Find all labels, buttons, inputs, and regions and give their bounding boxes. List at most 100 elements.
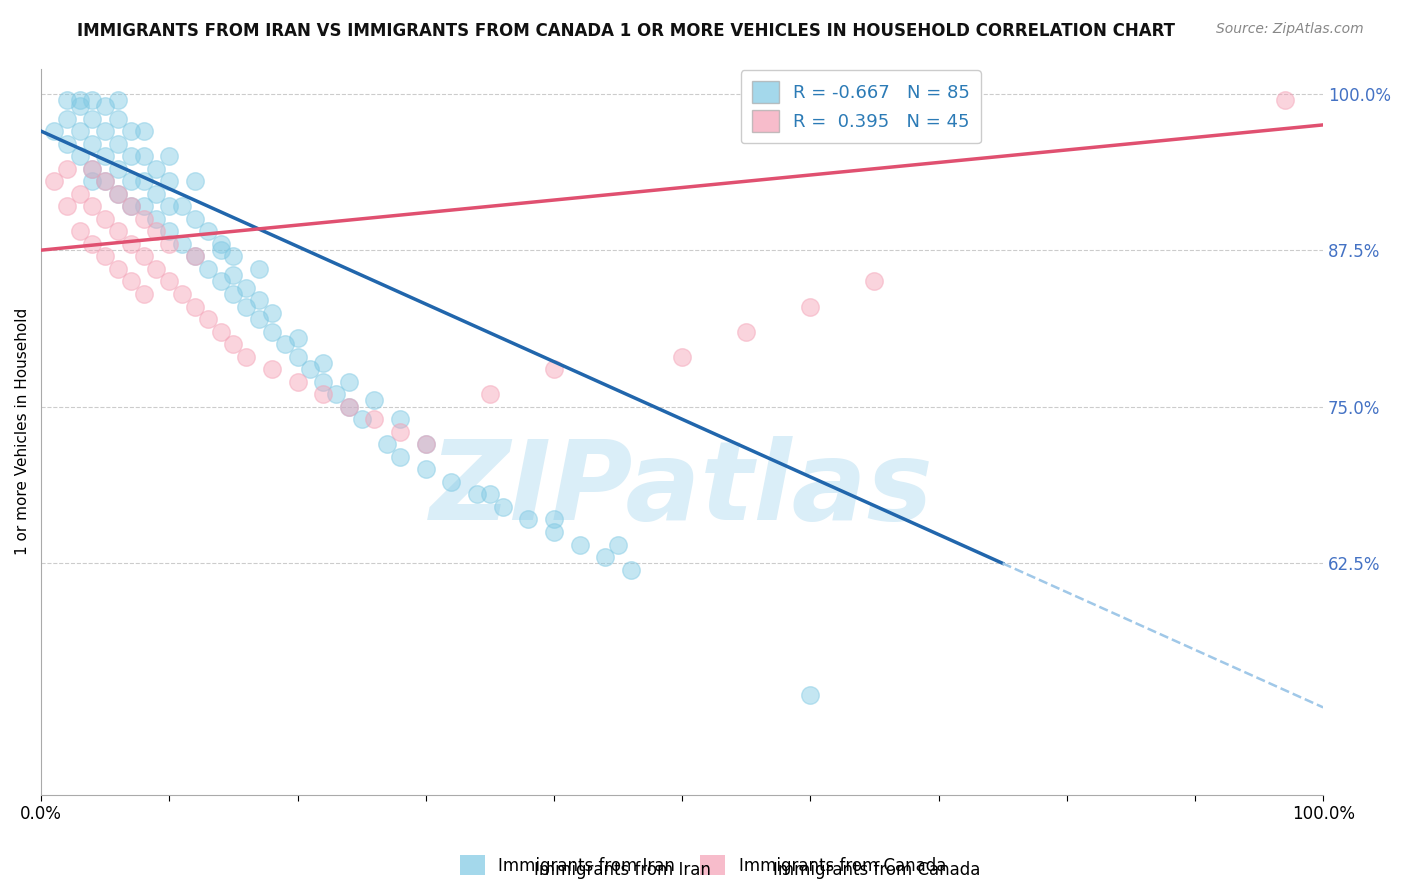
Point <box>82 236 104 251</box>
Point <box>197 262 219 277</box>
Text: Source: ZipAtlas.com: Source: ZipAtlas.com <box>1216 22 1364 37</box>
Point <box>132 174 155 188</box>
Point <box>235 281 257 295</box>
Point <box>363 412 385 426</box>
Point <box>157 174 180 188</box>
Point <box>799 300 821 314</box>
Point <box>389 450 412 464</box>
Point <box>69 93 91 107</box>
Point <box>82 199 104 213</box>
Point <box>157 236 180 251</box>
Point <box>184 174 207 188</box>
Point <box>120 174 142 188</box>
Point <box>82 112 104 126</box>
Point <box>94 249 117 263</box>
Point <box>209 236 232 251</box>
Point <box>247 293 270 308</box>
Point <box>620 563 643 577</box>
Point <box>197 224 219 238</box>
Point <box>172 287 194 301</box>
Point <box>82 174 104 188</box>
Point <box>235 300 257 314</box>
Point <box>440 475 463 489</box>
Point <box>363 393 385 408</box>
Point <box>55 199 77 213</box>
Legend: Immigrants from Iran, Immigrants from Canada: Immigrants from Iran, Immigrants from Ca… <box>453 848 953 882</box>
Point <box>157 224 180 238</box>
Point <box>120 199 142 213</box>
Point <box>415 437 437 451</box>
Point <box>82 161 104 176</box>
Point <box>312 375 335 389</box>
Point <box>145 161 167 176</box>
Point <box>593 550 616 565</box>
Point <box>82 93 104 107</box>
Point <box>157 199 180 213</box>
Point <box>94 124 117 138</box>
Point <box>107 186 129 201</box>
Point <box>132 199 155 213</box>
Point <box>299 362 322 376</box>
Point <box>107 112 129 126</box>
Point <box>337 375 360 389</box>
Point <box>69 124 91 138</box>
Point <box>222 337 245 351</box>
Point <box>55 136 77 151</box>
Point <box>863 275 886 289</box>
Point <box>568 537 591 551</box>
Point <box>107 186 129 201</box>
Point <box>389 425 412 439</box>
Point <box>184 249 207 263</box>
Point <box>543 362 565 376</box>
Point <box>69 149 91 163</box>
Point <box>107 262 129 277</box>
Point <box>55 112 77 126</box>
Point <box>94 174 117 188</box>
Point <box>607 537 630 551</box>
Point <box>415 462 437 476</box>
Point <box>478 487 501 501</box>
Point <box>375 437 398 451</box>
Point <box>120 275 142 289</box>
Point <box>107 224 129 238</box>
Point <box>247 312 270 326</box>
Point <box>145 211 167 226</box>
Point <box>107 161 129 176</box>
Point <box>132 287 155 301</box>
Point <box>94 99 117 113</box>
Point <box>491 500 513 514</box>
Point <box>222 249 245 263</box>
Point <box>132 149 155 163</box>
Legend: R = -0.667   N = 85, R =  0.395   N = 45: R = -0.667 N = 85, R = 0.395 N = 45 <box>741 70 981 144</box>
Point <box>172 236 194 251</box>
Point <box>287 350 309 364</box>
Point <box>184 300 207 314</box>
Point <box>247 262 270 277</box>
Point <box>55 93 77 107</box>
Point <box>157 149 180 163</box>
Point <box>260 306 283 320</box>
Point <box>389 412 412 426</box>
Point <box>132 211 155 226</box>
Point <box>120 124 142 138</box>
Point <box>184 249 207 263</box>
Point <box>42 124 65 138</box>
Point <box>260 325 283 339</box>
Point <box>325 387 347 401</box>
Point <box>222 268 245 283</box>
Point <box>478 387 501 401</box>
Point <box>145 224 167 238</box>
Point <box>145 262 167 277</box>
Point <box>157 275 180 289</box>
Y-axis label: 1 or more Vehicles in Household: 1 or more Vehicles in Household <box>15 308 30 556</box>
Point <box>120 199 142 213</box>
Point <box>55 161 77 176</box>
Point <box>94 211 117 226</box>
Point <box>82 161 104 176</box>
Point <box>209 275 232 289</box>
Point <box>184 211 207 226</box>
Point <box>82 136 104 151</box>
Point <box>337 400 360 414</box>
Point <box>287 375 309 389</box>
Point <box>337 400 360 414</box>
